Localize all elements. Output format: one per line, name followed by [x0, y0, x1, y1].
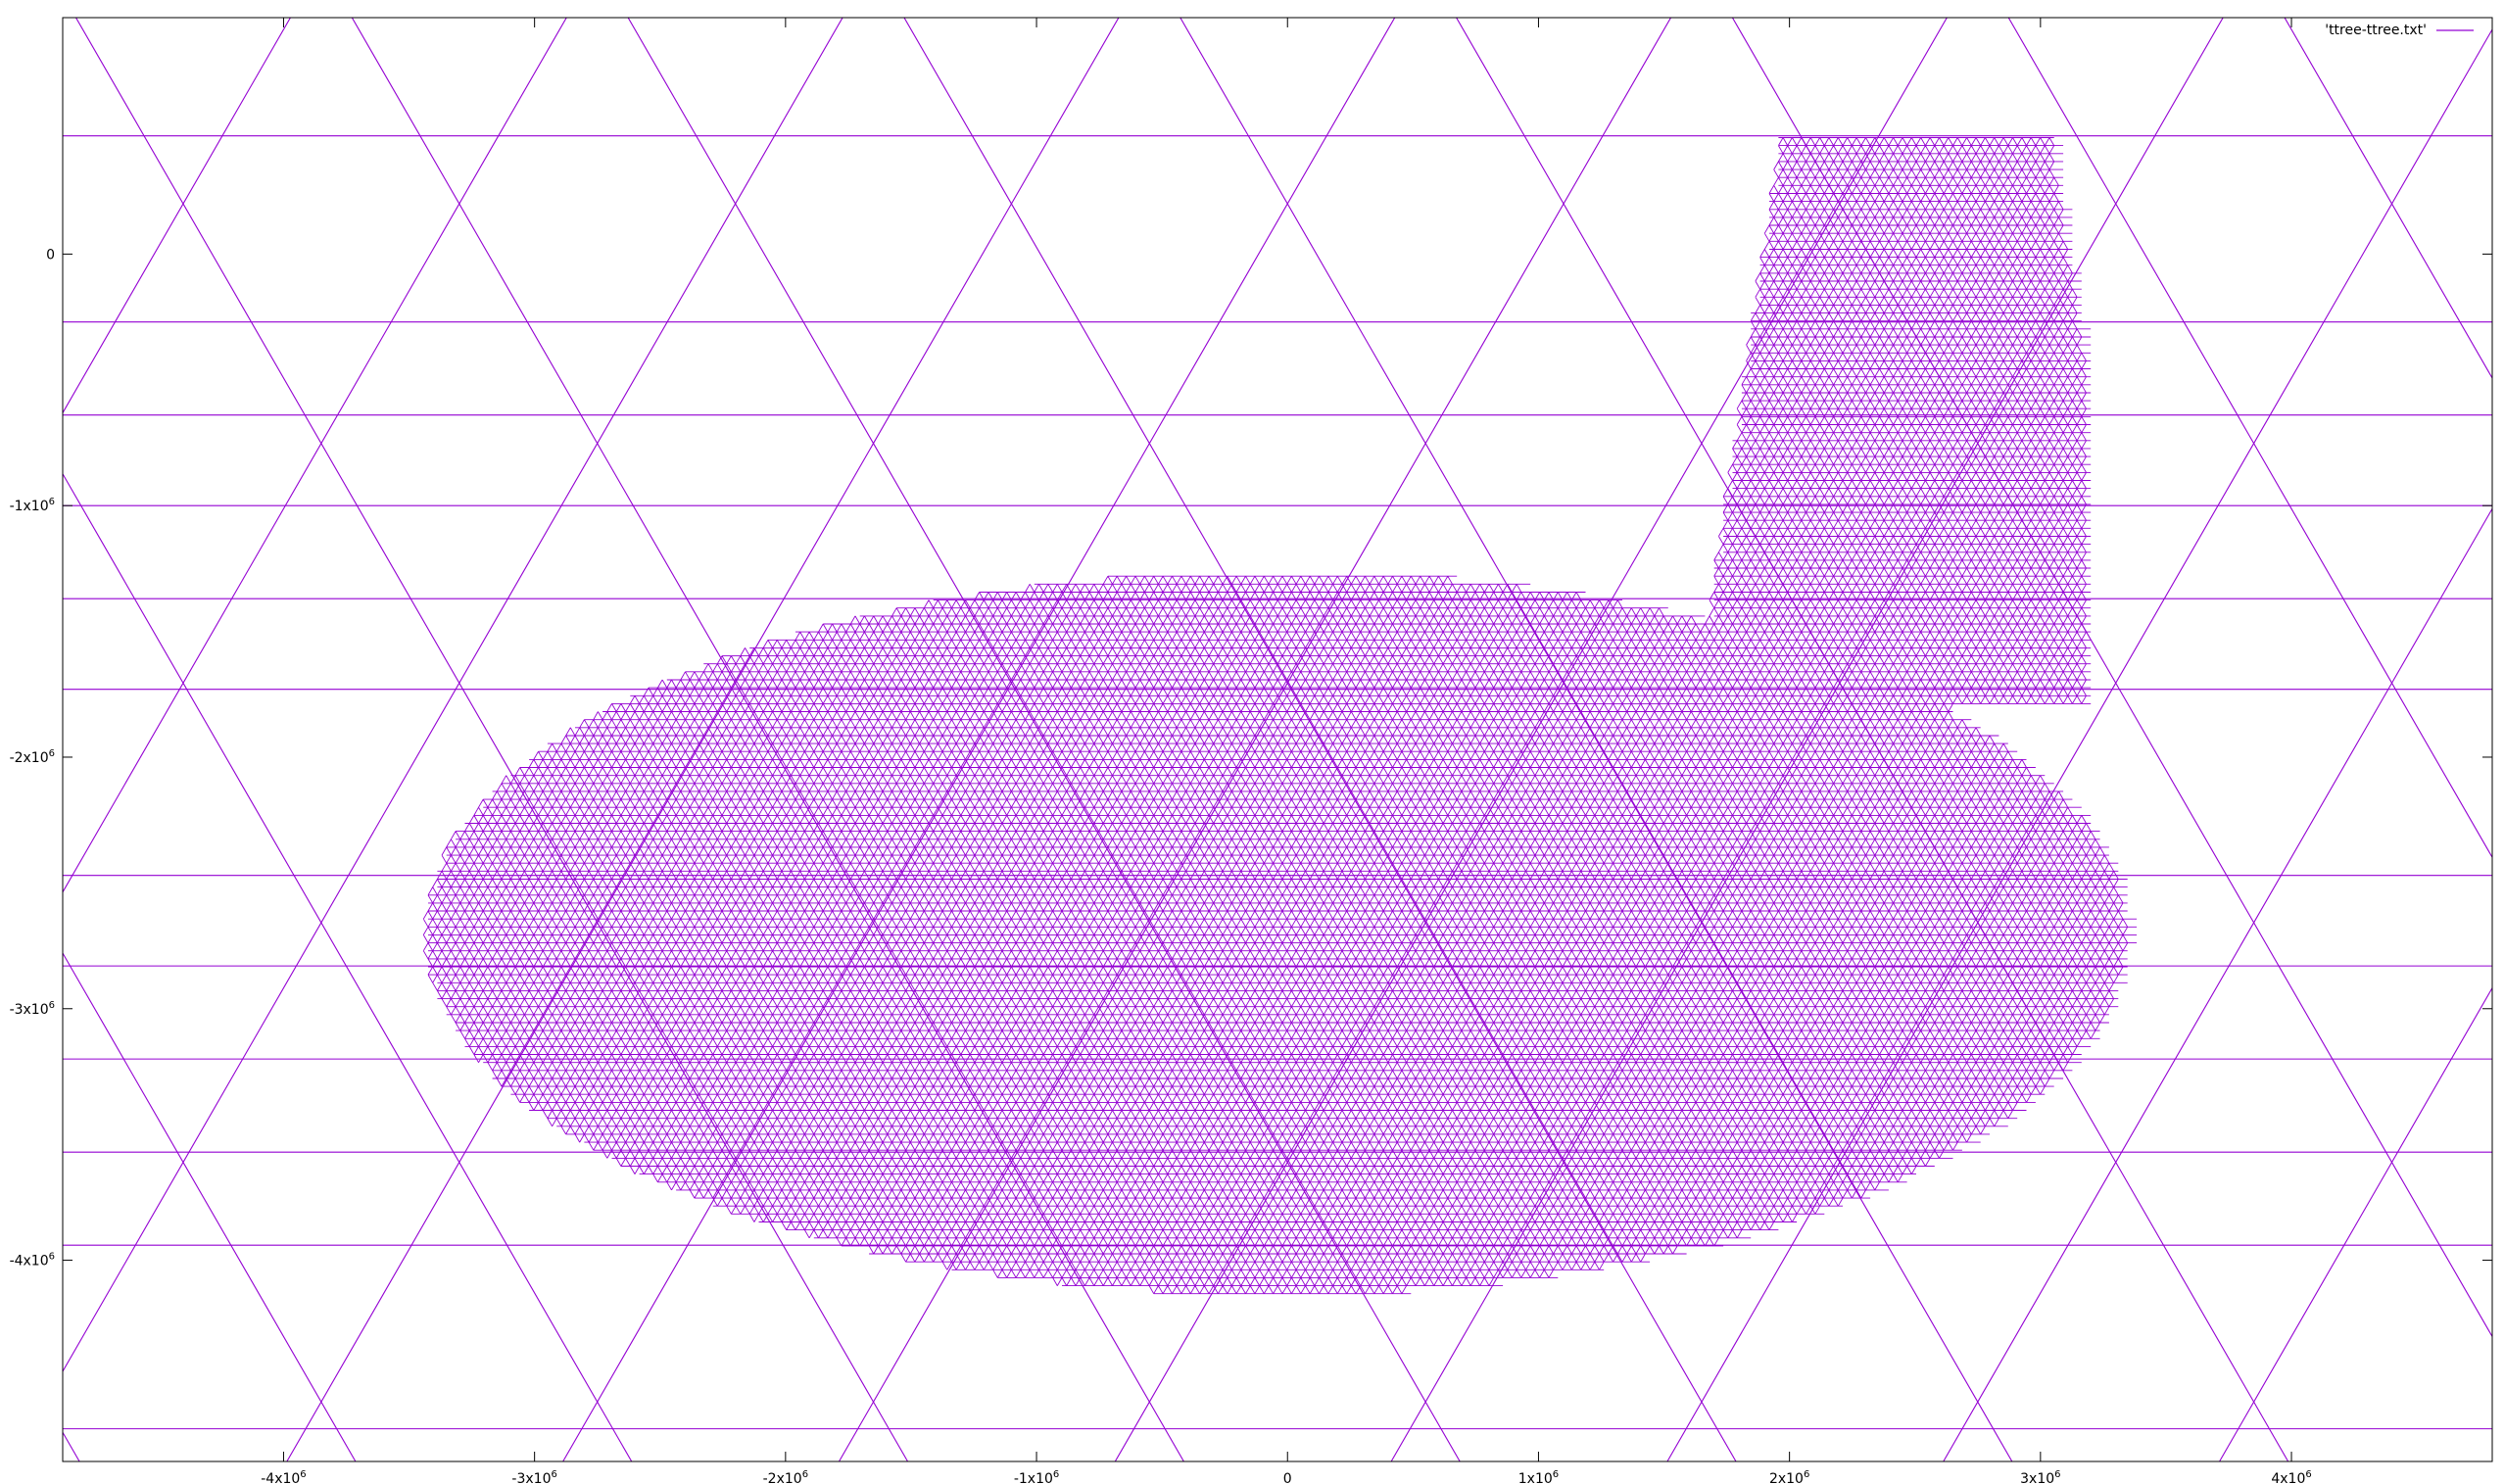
mesh-diagonal-line [2495, 0, 2504, 1461]
mesh-diagonal-line [63, 472, 633, 1461]
legend: 'ttree-ttree.txt' [2325, 23, 2474, 38]
ticks-layer: -4x106 -3x106 -2x106 -1x106 0 1x106 2x106 3x106… [10, 18, 2492, 1484]
mesh-diagonal-line [2284, 18, 2492, 380]
mesh-diagonal-line [839, 18, 1672, 1461]
x-tick-label: -1x106 [1014, 1469, 1059, 1484]
mesh-diagonal-line [63, 1431, 80, 1461]
legend-label: 'ttree-ttree.txt' [2325, 23, 2427, 38]
x-tick-label: 0 [1283, 1471, 1292, 1484]
y-tick-label: -1x106 [10, 497, 55, 514]
mesh-diagonal-line [2495, 0, 2504, 1461]
mesh-diagonal-line [0, 0, 356, 1461]
x-tick-label: 1x106 [1518, 1469, 1559, 1484]
mesh-diagonal-line [1180, 18, 2013, 1461]
x-tick-label: 2x106 [1769, 1469, 1809, 1484]
mesh-diagonal-line [63, 951, 357, 1461]
x-tick-label: -4x106 [261, 1469, 306, 1484]
y-tick-label: 0 [46, 247, 55, 263]
plot-frame [62, 17, 2493, 1462]
x-tick-label: 3x106 [2020, 1469, 2060, 1484]
y-tick-label: -4x106 [10, 1252, 55, 1269]
x-tick-label: 4x106 [2271, 1469, 2311, 1484]
mesh-diagonal-line [0, 0, 79, 1461]
mesh-diagonal-line [627, 18, 1461, 1461]
mesh-diagonal-line [74, 18, 909, 1461]
fine-mesh [422, 137, 2138, 1295]
mesh-diagonal-line [0, 0, 632, 1461]
mesh-diagonal-line [1455, 18, 2289, 1461]
x-tick-label: -2x106 [763, 1469, 808, 1484]
mesh-diagonal-line [2007, 18, 2492, 859]
y-tick-label: -3x106 [10, 1000, 55, 1018]
mesh-diagonal-line [63, 18, 567, 893]
mesh-diagonal-line [903, 18, 1737, 1461]
mesh-diagonal-line [1943, 507, 2492, 1461]
y-tick-label: -2x106 [10, 748, 55, 766]
mesh-diagonal-line [351, 18, 1184, 1461]
x-tick-label: -3x106 [511, 1469, 556, 1484]
mesh-diagonal-line [63, 18, 292, 414]
mesh-diagonal-line [2219, 986, 2492, 1461]
mesh-diagonal-line [2220, 0, 2504, 1461]
